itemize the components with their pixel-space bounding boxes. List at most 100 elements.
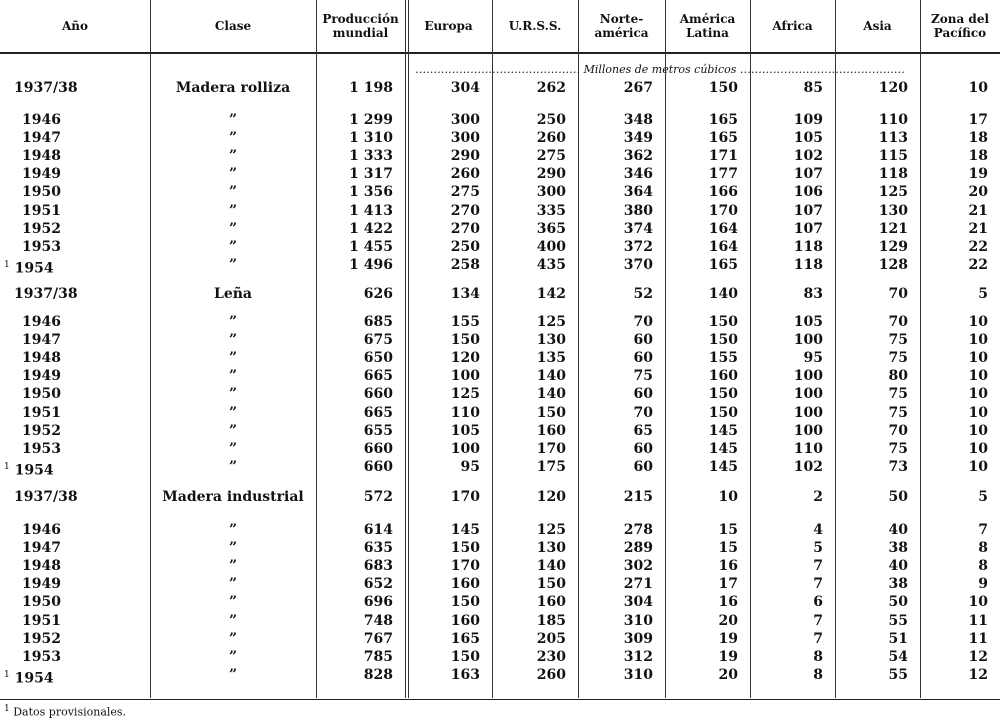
- value-cell: 75: [888, 440, 908, 457]
- value-cell: 1 455: [349, 238, 393, 255]
- value-cell: 125: [536, 522, 566, 538]
- footnote-marker: 1: [4, 704, 10, 714]
- value-cell: 129: [878, 238, 908, 255]
- value-cell: 165: [708, 256, 738, 273]
- value-cell: 140: [536, 368, 566, 385]
- value-cell: 105: [793, 130, 823, 147]
- class-cell: Madera rolliza: [175, 80, 291, 96]
- value-cell: 8: [978, 558, 988, 575]
- value-cell: 125: [878, 184, 908, 201]
- value-cell: 70: [633, 314, 653, 330]
- value-cell: 10: [968, 332, 988, 349]
- value-cell: 300: [536, 184, 566, 201]
- value-cell: 105: [793, 314, 823, 330]
- value-cell: 8: [813, 666, 823, 683]
- value-cell: 260: [536, 130, 566, 147]
- value-cell: 250: [450, 238, 480, 255]
- value-cell: 60: [633, 332, 653, 349]
- value-cell: 145: [708, 440, 738, 457]
- value-cell: 7: [813, 576, 823, 593]
- year-text: 1946: [22, 314, 61, 330]
- value-cell: 271: [623, 576, 653, 593]
- value-cell: 683: [363, 558, 393, 575]
- value-cell: 185: [536, 612, 566, 629]
- value-cell: 75: [888, 350, 908, 367]
- value-cell: 60: [633, 458, 653, 475]
- value-cell: 17: [968, 112, 988, 128]
- column-header: Producción mundial: [322, 12, 399, 40]
- value-cell: 100: [793, 386, 823, 403]
- value-cell: 346: [623, 166, 653, 183]
- value-cell: 75: [888, 404, 908, 421]
- value-cell: 18: [968, 148, 988, 165]
- column-divider: [750, 0, 751, 698]
- year-cell: 1946: [0, 521, 142, 539]
- year-cell: 1951: [0, 404, 142, 422]
- ditto-mark: ”: [228, 540, 238, 557]
- ditto-mark: ”: [228, 314, 238, 330]
- ditto-mark: ”: [228, 166, 238, 183]
- value-cell: 175: [536, 458, 566, 475]
- value-cell: 50: [888, 594, 908, 611]
- ditto-mark: ”: [228, 256, 238, 273]
- value-cell: 7: [813, 630, 823, 647]
- value-cell: 170: [450, 558, 480, 575]
- value-cell: 6: [813, 594, 823, 611]
- ditto-mark: ”: [228, 648, 238, 665]
- column-header: Norte-américa: [594, 12, 649, 40]
- value-cell: 10: [968, 458, 988, 475]
- value-cell: 10: [968, 368, 988, 385]
- year-cell: 1951: [0, 612, 142, 630]
- year-cell: 1953: [0, 648, 142, 666]
- value-cell: 75: [888, 386, 908, 403]
- year-text: 1947: [22, 540, 61, 557]
- value-cell: 348: [623, 112, 653, 128]
- value-cell: 9: [978, 576, 988, 593]
- value-cell: 748: [363, 612, 393, 629]
- column-header: Europa: [424, 19, 473, 33]
- year-cell: 1 1954: [4, 458, 124, 480]
- value-cell: 120: [878, 80, 908, 96]
- ditto-mark: ”: [228, 148, 238, 165]
- value-cell: 165: [450, 630, 480, 647]
- value-cell: 140: [536, 558, 566, 575]
- year-text: 1951: [22, 404, 61, 421]
- value-cell: 302: [623, 558, 653, 575]
- ditto-mark: ”: [228, 220, 238, 237]
- value-cell: 304: [623, 594, 653, 611]
- year-cell: 1951: [0, 202, 142, 220]
- year-cell: 1948: [0, 349, 142, 367]
- year-cell: 1947: [0, 129, 142, 147]
- column-header: Clase: [214, 19, 252, 33]
- class-cell: Leña: [213, 286, 252, 302]
- column-header: Asia: [863, 19, 892, 33]
- ditto-mark: ”: [228, 404, 238, 421]
- value-cell: 135: [536, 350, 566, 367]
- value-cell: 435: [536, 256, 566, 273]
- value-cell: 10: [968, 404, 988, 421]
- value-cell: 155: [450, 314, 480, 330]
- year-cell: 1949: [0, 165, 142, 183]
- value-cell: 400: [536, 238, 566, 255]
- value-cell: 100: [450, 368, 480, 385]
- value-cell: 665: [363, 368, 393, 385]
- value-cell: 110: [793, 440, 823, 457]
- ditto-mark: ”: [228, 522, 238, 538]
- value-cell: 160: [536, 422, 566, 439]
- value-cell: 304: [450, 80, 480, 96]
- value-cell: 38: [888, 576, 908, 593]
- value-cell: 1 310: [349, 130, 393, 147]
- value-cell: 5: [978, 489, 988, 505]
- value-cell: 310: [623, 666, 653, 683]
- value-cell: 118: [793, 238, 823, 255]
- value-cell: 120: [450, 350, 480, 367]
- value-cell: 650: [363, 350, 393, 367]
- year-text: 1947: [22, 332, 61, 349]
- value-cell: 309: [623, 630, 653, 647]
- value-cell: 150: [708, 404, 738, 421]
- value-cell: 110: [450, 404, 480, 421]
- value-cell: 15: [718, 522, 738, 538]
- value-cell: 65: [633, 422, 653, 439]
- value-cell: 4: [813, 522, 823, 538]
- year-text: 1952: [22, 220, 61, 237]
